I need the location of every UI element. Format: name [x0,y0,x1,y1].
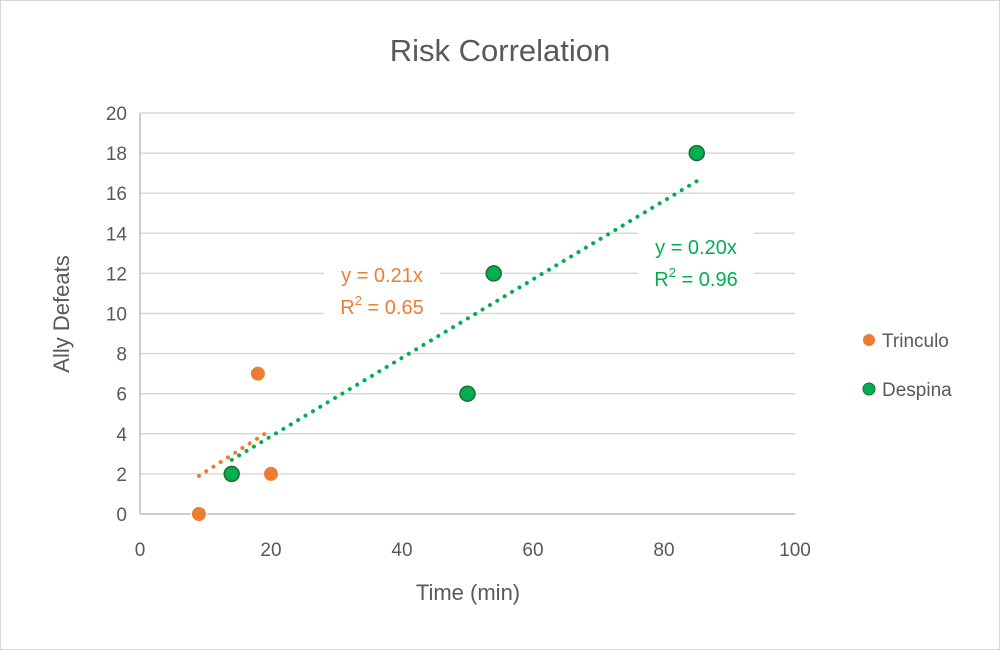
x-tick-label: 0 [135,540,146,561]
despina-point [485,265,502,282]
x-axis-label: Time (min) [416,580,520,605]
despina-equation: y = 0.20x [655,237,737,259]
gridlines [140,112,795,475]
x-tick-label: 60 [522,540,543,561]
trinculo-point [263,465,279,482]
x-tick-label: 100 [779,540,811,561]
despina-point [688,144,705,162]
trinculo-equation: y = 0.21x [341,265,423,287]
axes [139,113,795,515]
y-tick-label: 6 [116,385,127,406]
y-tick-label: 16 [106,184,127,205]
y-tick-labels: 0 2 4 6 8 10 12 14 16 18 20 [106,104,128,526]
equation-background [638,226,754,292]
legend-marker-despina [862,382,876,396]
trendlines [196,179,699,478]
equation-background [324,254,440,320]
legend-marker-trinculo [863,334,875,346]
trinculo-trendline [196,427,273,478]
despina-point [223,465,240,483]
x-tick-labels: 0 20 40 60 80 100 [135,540,811,561]
chart-title: Risk Correlation [390,33,611,68]
trinculo-point [190,506,207,522]
despina-r-squared: R2 = 0.96 [654,265,737,291]
despina-trendline [229,179,699,462]
x-tick-label: 20 [260,540,281,561]
y-tick-label: 18 [106,144,127,165]
legend-label-trinculo: Trinculo [882,331,949,352]
data-points [190,144,705,522]
y-tick-label: 14 [106,224,128,245]
trinculo-point [249,365,266,382]
trendline-equations: y = 0.21x R2 = 0.65 y = 0.20x R2 = 0.96 [324,226,754,320]
legend-label-despina: Despina [882,380,952,401]
legend: Trinculo Despina [862,331,952,401]
y-tick-label: 2 [116,465,127,486]
y-tick-label: 10 [106,305,127,326]
y-tick-label: 8 [116,345,127,366]
y-tick-label: 4 [116,425,127,446]
y-tick-label: 20 [106,104,127,125]
trinculo-r-squared: R2 = 0.65 [340,293,423,319]
x-tick-label: 40 [391,540,412,561]
despina-point [459,385,476,402]
y-tick-label: 12 [106,264,127,285]
y-axis-label: Ally Defeats [49,255,74,372]
x-tick-label: 80 [653,540,674,561]
y-tick-label: 0 [116,505,127,526]
